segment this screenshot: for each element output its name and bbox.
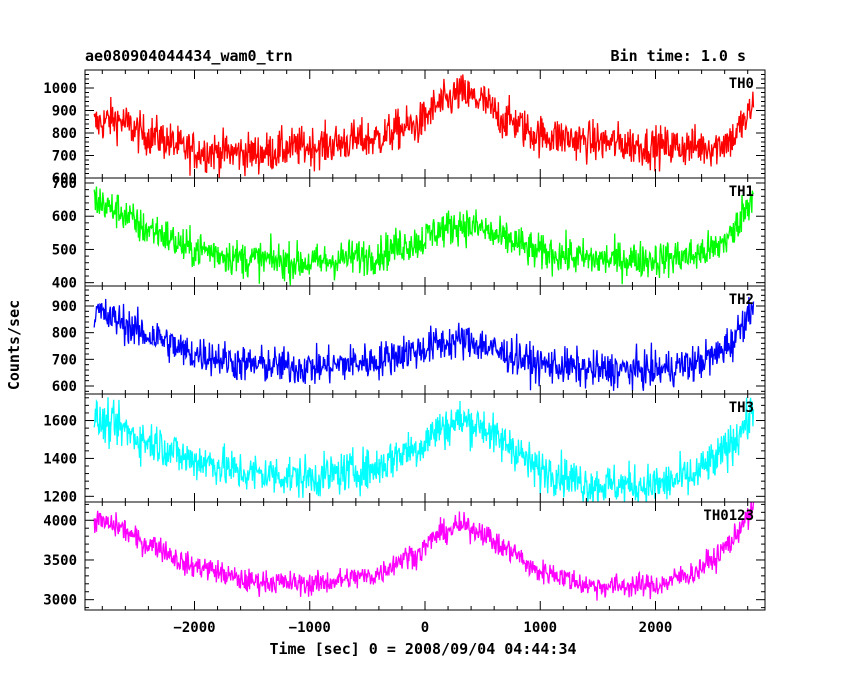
panel-th0: 600 700 800 900 1000 TH0 xyxy=(43,69,766,187)
panel-th2: 600 700 800 900 TH2 xyxy=(52,285,766,395)
y-tick-label: 1200 xyxy=(43,489,77,505)
panel-th3: 1200 1400 1600 TH3 xyxy=(43,393,766,505)
panel-th0123: 3000 3500 4000 TH0123 xyxy=(43,501,766,611)
series-line-th0123 xyxy=(93,502,755,601)
y-tick-label: 1000 xyxy=(43,81,77,97)
y-tick-label: 700 xyxy=(52,149,77,165)
y-tick-label: 700 xyxy=(52,176,77,192)
x-tick-label: −1000 xyxy=(289,620,331,636)
y-tick-label: 700 xyxy=(52,352,77,368)
y-tick-label: 600 xyxy=(52,171,77,187)
y-tick-label: 3000 xyxy=(43,593,77,609)
series-line-th1 xyxy=(93,186,755,286)
y-tick-label: 500 xyxy=(52,242,77,258)
y-tick-label: 800 xyxy=(52,126,77,142)
y-tick-label: 1400 xyxy=(43,451,77,467)
y-tick-label: 900 xyxy=(52,104,77,120)
series-line-th3 xyxy=(93,397,755,502)
series-label-th0: TH0 xyxy=(729,76,754,92)
x-tick-label: 0 xyxy=(421,620,429,636)
series-label-th0123: TH0123 xyxy=(703,508,754,524)
bin-time-label: Bin time: 1.0 s xyxy=(611,47,746,65)
series-line-th2 xyxy=(93,296,755,391)
series-label-th3: TH3 xyxy=(729,400,754,416)
series-line-th0 xyxy=(93,74,755,178)
x-axis-label: Time [sec] 0 = 2008/09/04 04:44:34 xyxy=(269,640,576,658)
panel-th1: 400 500 600 700 TH1 xyxy=(52,176,766,292)
series-label-th2: TH2 xyxy=(729,292,754,308)
y-axis-label: Counts/sec xyxy=(5,300,23,390)
y-tick-label: 800 xyxy=(52,326,77,342)
y-tick-label: 600 xyxy=(52,209,77,225)
x-tick-label: 1000 xyxy=(523,620,557,636)
y-tick-label: 600 xyxy=(52,379,77,395)
x-tick-label: −2000 xyxy=(173,620,215,636)
chart-title: ae080904044434_wam0_trn xyxy=(85,47,293,65)
y-tick-label: 4000 xyxy=(43,513,77,529)
y-tick-label: 1600 xyxy=(43,414,77,430)
series-label-th1: TH1 xyxy=(729,184,754,200)
x-tick-label: 2000 xyxy=(639,620,673,636)
y-tick-label: 900 xyxy=(52,299,77,315)
y-tick-label: 400 xyxy=(52,276,77,292)
y-tick-label: 3500 xyxy=(43,553,77,569)
